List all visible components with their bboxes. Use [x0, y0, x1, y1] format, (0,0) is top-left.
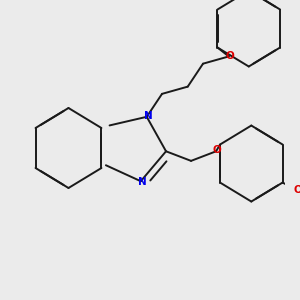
Text: O: O: [225, 51, 234, 62]
Text: O: O: [213, 145, 221, 155]
Text: N: N: [138, 177, 147, 187]
Text: O: O: [294, 184, 300, 194]
Text: N: N: [144, 111, 153, 121]
